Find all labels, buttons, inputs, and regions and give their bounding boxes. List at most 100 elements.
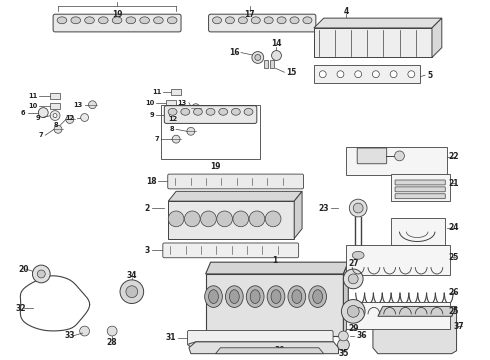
Circle shape bbox=[66, 116, 74, 123]
Text: 19: 19 bbox=[112, 10, 122, 19]
Circle shape bbox=[166, 110, 176, 120]
Text: 2: 2 bbox=[144, 203, 149, 212]
Text: 27: 27 bbox=[348, 258, 359, 267]
Ellipse shape bbox=[292, 290, 302, 303]
Text: 8: 8 bbox=[53, 122, 58, 129]
Text: 33: 33 bbox=[65, 332, 75, 341]
Circle shape bbox=[120, 280, 144, 303]
Ellipse shape bbox=[112, 17, 122, 24]
Text: 32: 32 bbox=[16, 304, 26, 313]
Bar bbox=[270, 60, 273, 68]
Polygon shape bbox=[373, 306, 457, 354]
Text: 28: 28 bbox=[107, 338, 118, 347]
Circle shape bbox=[107, 326, 117, 336]
Bar bbox=[264, 60, 268, 68]
Ellipse shape bbox=[71, 17, 80, 24]
FancyBboxPatch shape bbox=[168, 174, 303, 189]
Bar bbox=[161, 105, 260, 159]
Circle shape bbox=[347, 306, 359, 317]
Text: 21: 21 bbox=[448, 179, 459, 188]
Ellipse shape bbox=[264, 17, 273, 24]
Circle shape bbox=[172, 135, 180, 143]
Text: 25: 25 bbox=[448, 253, 459, 262]
Ellipse shape bbox=[219, 108, 228, 115]
Ellipse shape bbox=[140, 17, 149, 24]
Text: 31: 31 bbox=[166, 333, 176, 342]
Circle shape bbox=[271, 51, 281, 60]
Circle shape bbox=[319, 71, 326, 78]
Text: 36: 36 bbox=[356, 332, 367, 341]
Circle shape bbox=[80, 326, 90, 336]
Ellipse shape bbox=[57, 17, 67, 24]
Circle shape bbox=[169, 113, 173, 117]
Text: 9: 9 bbox=[36, 114, 40, 121]
Ellipse shape bbox=[267, 286, 285, 307]
Circle shape bbox=[339, 331, 348, 341]
Circle shape bbox=[89, 101, 97, 109]
Circle shape bbox=[337, 71, 344, 78]
Polygon shape bbox=[314, 18, 442, 28]
Circle shape bbox=[343, 269, 363, 289]
Polygon shape bbox=[314, 28, 432, 58]
Circle shape bbox=[187, 116, 195, 123]
FancyBboxPatch shape bbox=[395, 187, 445, 192]
Bar bbox=[166, 100, 176, 106]
Ellipse shape bbox=[205, 286, 222, 307]
Text: 13: 13 bbox=[178, 100, 187, 106]
Ellipse shape bbox=[194, 108, 202, 115]
Text: 30: 30 bbox=[274, 346, 285, 355]
FancyBboxPatch shape bbox=[209, 14, 316, 32]
Circle shape bbox=[348, 274, 358, 284]
Ellipse shape bbox=[98, 17, 108, 24]
Bar bbox=[50, 103, 60, 109]
Ellipse shape bbox=[347, 248, 369, 262]
Ellipse shape bbox=[251, 17, 260, 24]
Text: 7: 7 bbox=[155, 136, 159, 142]
Ellipse shape bbox=[244, 108, 253, 115]
Text: 24: 24 bbox=[448, 223, 459, 232]
Text: 11: 11 bbox=[28, 93, 37, 99]
Text: 4: 4 bbox=[343, 7, 349, 16]
Text: 10: 10 bbox=[145, 100, 154, 106]
Polygon shape bbox=[168, 201, 294, 239]
Circle shape bbox=[53, 113, 57, 117]
FancyBboxPatch shape bbox=[395, 180, 445, 185]
Text: 35: 35 bbox=[338, 349, 348, 358]
Ellipse shape bbox=[168, 108, 177, 115]
Ellipse shape bbox=[181, 108, 190, 115]
Circle shape bbox=[372, 71, 379, 78]
Ellipse shape bbox=[250, 290, 260, 303]
Text: 8: 8 bbox=[170, 126, 174, 132]
Text: 22: 22 bbox=[448, 152, 459, 161]
Bar bbox=[314, 66, 420, 83]
Ellipse shape bbox=[168, 17, 177, 24]
Polygon shape bbox=[216, 348, 324, 354]
Text: 20: 20 bbox=[19, 265, 29, 274]
Ellipse shape bbox=[277, 17, 286, 24]
Circle shape bbox=[349, 199, 367, 217]
Bar bbox=[346, 302, 450, 329]
Circle shape bbox=[192, 104, 200, 112]
Circle shape bbox=[38, 108, 48, 117]
Ellipse shape bbox=[206, 108, 215, 115]
Circle shape bbox=[37, 270, 45, 278]
Circle shape bbox=[255, 54, 261, 60]
Polygon shape bbox=[432, 18, 442, 58]
Polygon shape bbox=[378, 306, 457, 316]
Ellipse shape bbox=[303, 17, 312, 24]
Polygon shape bbox=[294, 191, 302, 239]
Ellipse shape bbox=[271, 290, 281, 303]
Text: 18: 18 bbox=[146, 177, 156, 186]
Ellipse shape bbox=[153, 17, 163, 24]
Ellipse shape bbox=[209, 290, 219, 303]
Polygon shape bbox=[206, 274, 343, 336]
Ellipse shape bbox=[229, 290, 239, 303]
Circle shape bbox=[265, 211, 281, 227]
Text: 34: 34 bbox=[126, 271, 137, 280]
Text: 23: 23 bbox=[318, 203, 329, 212]
Text: 14: 14 bbox=[271, 39, 282, 48]
Ellipse shape bbox=[238, 17, 247, 24]
Ellipse shape bbox=[213, 17, 221, 24]
Ellipse shape bbox=[352, 251, 364, 259]
Circle shape bbox=[394, 151, 404, 161]
